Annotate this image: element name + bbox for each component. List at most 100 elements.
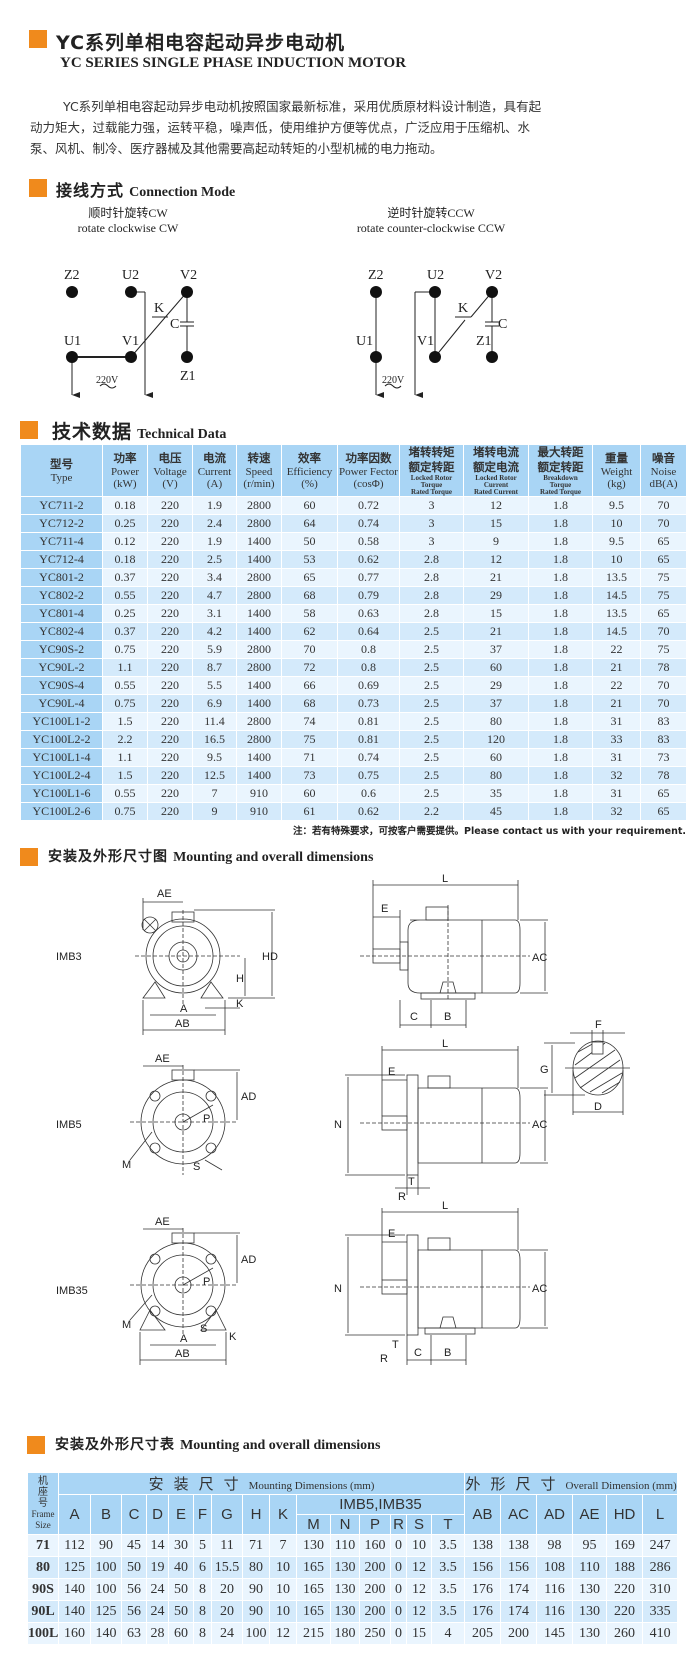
value-cell: 65 <box>640 532 687 551</box>
column-header: 重量 Weight (kg) <box>592 444 641 497</box>
dim-label-ae: AE <box>155 1053 170 1065</box>
table-row: YC90S-4 0.55 220 5.5 1400 66 0.69 2.5 29 1.8 22 70 <box>20 676 687 695</box>
value-cell: 2.8 <box>399 568 464 587</box>
table-row: 90S 140 100 56 24 50 8 20 90 10 165 130 200 0 12 3.5 176… <box>27 1578 679 1601</box>
value-cell: 2.8 <box>399 604 464 623</box>
dim-label-b: B <box>444 1347 451 1359</box>
label-v2: V2 <box>180 268 197 283</box>
table-row: YC100L2-6 0.75 220 9 910 61 0.62 2.2 45 1.8 32 65 <box>20 802 687 821</box>
terminal-z2 <box>66 286 78 298</box>
value-cell: 165 <box>296 1600 331 1623</box>
value-cell: 125 <box>58 1556 91 1579</box>
value-cell: 2.5 <box>399 766 464 785</box>
column-header-en: Locked Rotor <box>475 474 517 482</box>
value-cell: 70 <box>640 622 687 641</box>
terminal-u1 <box>66 351 78 363</box>
page-title: YC系列单相电容起动异步电动机 <box>56 32 346 54</box>
value-cell: 2.2 <box>399 802 464 821</box>
value-cell: 10 <box>592 550 641 569</box>
model-cell: YC801-4 <box>20 604 103 623</box>
frame-en1: Frame <box>31 1509 55 1519</box>
value-cell: 70 <box>640 676 687 695</box>
value-cell: 2.5 <box>399 658 464 677</box>
column-header: R <box>390 1514 407 1535</box>
dim-label-k: K <box>229 1331 237 1343</box>
dimensions-table: 机座号 Frame Size 安装尺寸Mounting Dimensions (mm… <box>27 1472 679 1645</box>
value-cell: 24 <box>146 1600 169 1623</box>
imb3-front-view <box>135 898 275 1035</box>
value-cell: 220 <box>147 730 193 749</box>
dim-label-a: A <box>180 1333 188 1345</box>
column-header: 电流 Current (A) <box>192 444 237 497</box>
value-cell: 3 <box>399 496 464 515</box>
value-cell: 1.8 <box>528 676 593 695</box>
value-cell: 13.5 <box>592 568 641 587</box>
model-cell: YC100L2-4 <box>20 766 103 785</box>
value-cell: 2.5 <box>399 694 464 713</box>
value-cell: 130 <box>572 1622 608 1645</box>
value-cell: 20 <box>211 1600 243 1623</box>
ccw-title-en: rotate counter-clockwise CCW <box>356 221 506 235</box>
value-cell: 140 <box>90 1622 122 1645</box>
value-cell: 0.55 <box>102 784 148 803</box>
table-row: YC90L-2 1.1 220 8.7 2800 72 0.8 2.5 60 1.8 21 78 <box>20 658 687 677</box>
value-cell: 13.5 <box>592 604 641 623</box>
dimensions-heading: 安装及外形尺寸表 Mounting and overall dimensions <box>55 1434 380 1454</box>
value-cell: 0.12 <box>102 532 148 551</box>
value-cell: 0.72 <box>337 496 400 515</box>
table-row: YC100L1-4 1.1 220 9.5 1400 71 0.74 2.5 60 1.8 31 73 <box>20 748 687 767</box>
value-cell: 2800 <box>236 730 282 749</box>
value-cell: 2.2 <box>102 730 148 749</box>
value-cell: 80 <box>242 1556 270 1579</box>
value-cell: 0.77 <box>337 568 400 587</box>
value-cell: 1.8 <box>528 712 593 731</box>
value-cell: 71 <box>242 1534 270 1557</box>
section-marker <box>29 179 47 197</box>
cw-terminals <box>66 286 193 363</box>
value-cell: 1.8 <box>528 748 593 767</box>
value-cell: 1.5 <box>102 766 148 785</box>
value-cell: 2.5 <box>399 712 464 731</box>
value-cell: 220 <box>147 676 193 695</box>
column-header-en: Speed <box>245 466 273 478</box>
dim-label-l: L <box>442 873 448 885</box>
value-cell: 15 <box>406 1622 432 1645</box>
dim-label-m: M <box>122 1319 131 1331</box>
value-cell: 2.5 <box>399 784 464 803</box>
value-cell: 910 <box>236 784 282 803</box>
technical-heading-en: Technical Data <box>137 427 227 442</box>
label-k: K <box>458 301 468 316</box>
value-cell: 2.5 <box>192 550 237 569</box>
value-cell: 125 <box>90 1600 122 1623</box>
column-header-cn: 堵转转矩 <box>408 445 455 460</box>
table-row: YC801-4 0.25 220 3.1 1400 58 0.63 2.8 15 1.8 13.5 6… <box>20 604 687 623</box>
value-cell: 165 <box>296 1556 331 1579</box>
column-header-cn: 堵转电流 <box>473 445 519 460</box>
value-cell: 220 <box>147 802 193 821</box>
model-cell: YC100L2-2 <box>20 730 103 749</box>
dim-label-r: R <box>398 1191 406 1203</box>
label-z1: Z1 <box>476 334 492 349</box>
dim-label-e: E <box>388 1228 395 1240</box>
value-cell: 12 <box>463 550 529 569</box>
value-cell: 0 <box>390 1534 407 1557</box>
value-cell: 1.1 <box>102 658 148 677</box>
dim-label-c: C <box>414 1347 422 1359</box>
table-row: YC90L-4 0.75 220 6.9 1400 68 0.73 2.5 37 1.8 21 70 <box>20 694 687 713</box>
column-header-unit: dB(A) <box>649 478 678 490</box>
value-cell: 220 <box>606 1578 644 1601</box>
value-cell: 37 <box>463 694 529 713</box>
value-cell: 2800 <box>236 496 282 515</box>
value-cell: 220 <box>147 748 193 767</box>
value-cell: 90 <box>90 1534 122 1557</box>
value-cell: 2800 <box>236 640 282 659</box>
label-u2: U2 <box>122 268 139 283</box>
value-cell: 78 <box>640 658 687 677</box>
value-cell: 100 <box>90 1578 122 1601</box>
table-header-row: 机座号 Frame Size 安装尺寸Mounting Dimensions (mm… <box>27 1472 679 1535</box>
value-cell: 0.25 <box>102 604 148 623</box>
column-header-en: Noise <box>650 466 677 478</box>
value-cell: 75 <box>281 730 338 749</box>
model-cell: YC100L2-6 <box>20 802 103 821</box>
value-cell: 60 <box>168 1622 194 1645</box>
